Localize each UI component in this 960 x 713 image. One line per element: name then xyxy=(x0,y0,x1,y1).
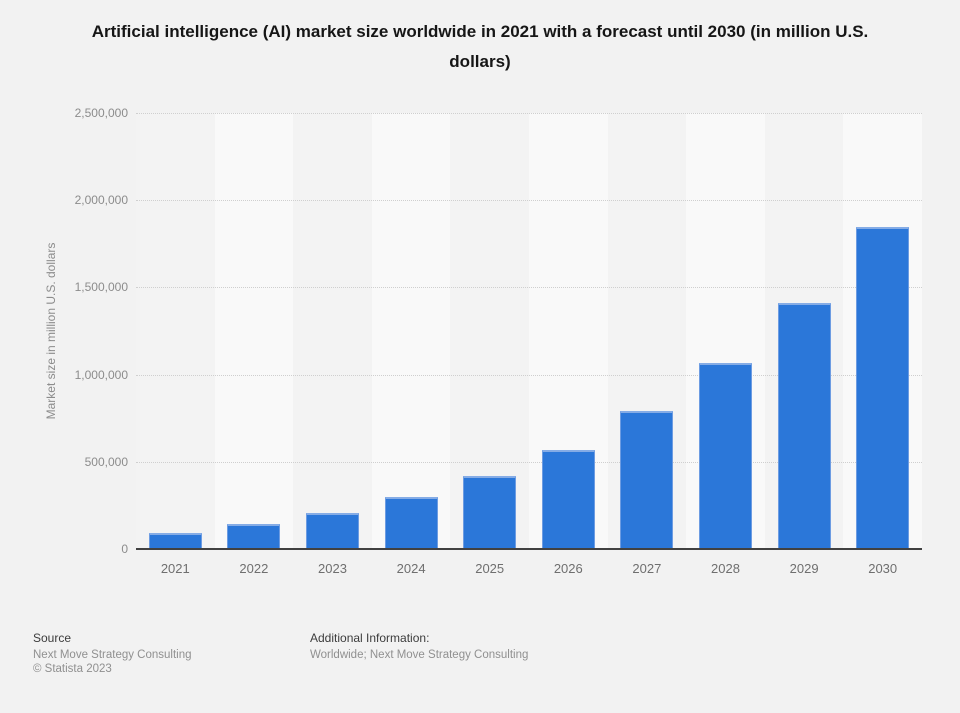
column-band-2024 xyxy=(371,113,451,549)
column-band-2021 xyxy=(136,113,215,549)
source-name: Next Move Strategy Consulting xyxy=(33,649,192,661)
statista-copyright: © Statista 2023 xyxy=(33,662,112,675)
bar-2027[interactable] xyxy=(620,411,674,549)
source-label: Source xyxy=(33,631,72,645)
y-tick-label-2000000: 2,000,000 xyxy=(74,193,128,208)
x-tick-label-2030: 2030 xyxy=(868,561,898,576)
plot-area xyxy=(136,113,922,549)
gridline-1000000 xyxy=(136,374,922,376)
column-band-2023 xyxy=(293,113,372,549)
x-tick-label-2023: 2023 xyxy=(318,561,347,576)
additional-information-block: Additional Information: Worldwide; Next … xyxy=(310,630,528,663)
bar-2024[interactable] xyxy=(384,497,438,549)
bar-2028[interactable] xyxy=(699,363,752,549)
x-tick-label-2026: 2026 xyxy=(553,561,583,576)
additional-information-label: Additional Information: xyxy=(310,631,430,645)
x-tick-label-2028: 2028 xyxy=(711,561,740,576)
bar-2030[interactable] xyxy=(856,227,910,549)
y-tick-label-2500000: 2,500,000 xyxy=(74,106,128,120)
y-tick-label-0: 0 xyxy=(121,542,128,556)
x-tick-label-2022: 2022 xyxy=(239,561,269,576)
x-tick-label-2029: 2029 xyxy=(789,561,819,576)
gridline-500000 xyxy=(136,461,922,463)
bar-2022[interactable] xyxy=(227,524,281,549)
bar-2021[interactable] xyxy=(148,533,202,549)
x-tick-label-2027: 2027 xyxy=(632,561,662,576)
x-axis-baseline xyxy=(136,548,922,550)
y-tick-label-500000: 500,000 xyxy=(84,454,128,469)
y-axis-title: Market size in million U.S. dollars xyxy=(44,242,58,420)
y-tick-label-1000000: 1,000,000 xyxy=(74,367,128,382)
bar-2029[interactable] xyxy=(777,303,831,549)
gridline-2000000 xyxy=(136,200,922,202)
bar-2026[interactable] xyxy=(541,450,595,549)
gridline-2500000 xyxy=(136,113,922,114)
x-tick-label-2024: 2024 xyxy=(396,561,426,576)
x-tick-label-2025: 2025 xyxy=(475,561,505,576)
column-band-2022 xyxy=(214,113,294,549)
gridline-1500000 xyxy=(136,287,922,289)
bar-2025[interactable] xyxy=(463,476,517,549)
x-tick-label-2021: 2021 xyxy=(160,561,190,576)
chart-title: Artificial intelligence (AI) market size… xyxy=(91,22,869,71)
source-block: Source Next Move Strategy Consulting © S… xyxy=(33,630,192,676)
bar-2023[interactable] xyxy=(306,513,359,549)
additional-information-text: Worldwide; Next Move Strategy Consulting xyxy=(310,649,529,661)
y-tick-label-1500000: 1,500,000 xyxy=(74,280,128,295)
